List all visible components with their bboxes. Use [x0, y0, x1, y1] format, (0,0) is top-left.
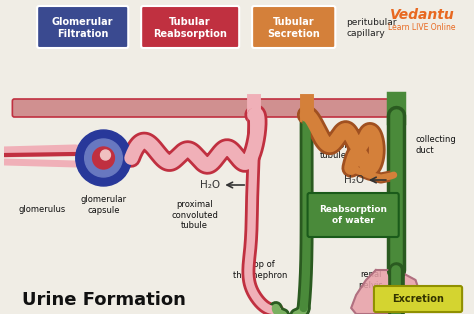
Text: Glomerular
Filtration: Glomerular Filtration: [52, 17, 113, 39]
Text: renal
pelvis: renal pelvis: [359, 270, 383, 290]
Text: Learn LIVE Online: Learn LIVE Online: [388, 24, 455, 33]
Text: Reabsorption
of water: Reabsorption of water: [319, 205, 387, 225]
Circle shape: [85, 139, 122, 177]
FancyBboxPatch shape: [252, 6, 335, 48]
Text: distal
convoluted
tubule: distal convoluted tubule: [319, 130, 366, 160]
Text: H₂O: H₂O: [344, 175, 364, 185]
Text: loop of
the  nephron: loop of the nephron: [233, 260, 287, 280]
Text: Urine Formation: Urine Formation: [21, 291, 185, 309]
Text: collecting
duct: collecting duct: [416, 135, 456, 155]
Text: Tubular
Secretion: Tubular Secretion: [267, 17, 320, 39]
Circle shape: [76, 130, 131, 186]
Circle shape: [100, 150, 110, 160]
Text: Vedantu: Vedantu: [391, 8, 455, 22]
FancyBboxPatch shape: [12, 99, 403, 117]
FancyBboxPatch shape: [141, 6, 239, 48]
FancyBboxPatch shape: [308, 193, 399, 237]
Polygon shape: [351, 270, 420, 314]
FancyBboxPatch shape: [374, 286, 462, 312]
Text: proximal
convoluted
tubule: proximal convoluted tubule: [171, 200, 218, 230]
Text: glomerulus: glomerulus: [18, 205, 66, 214]
FancyBboxPatch shape: [37, 6, 128, 48]
Text: glomerular
capsule: glomerular capsule: [81, 195, 127, 215]
Text: peritubular
capillary: peritubular capillary: [346, 18, 397, 38]
Text: Excretion: Excretion: [392, 294, 445, 304]
Text: H₂O: H₂O: [201, 180, 220, 190]
Text: Tubular
Reabsorption: Tubular Reabsorption: [153, 17, 227, 39]
Circle shape: [92, 147, 114, 169]
